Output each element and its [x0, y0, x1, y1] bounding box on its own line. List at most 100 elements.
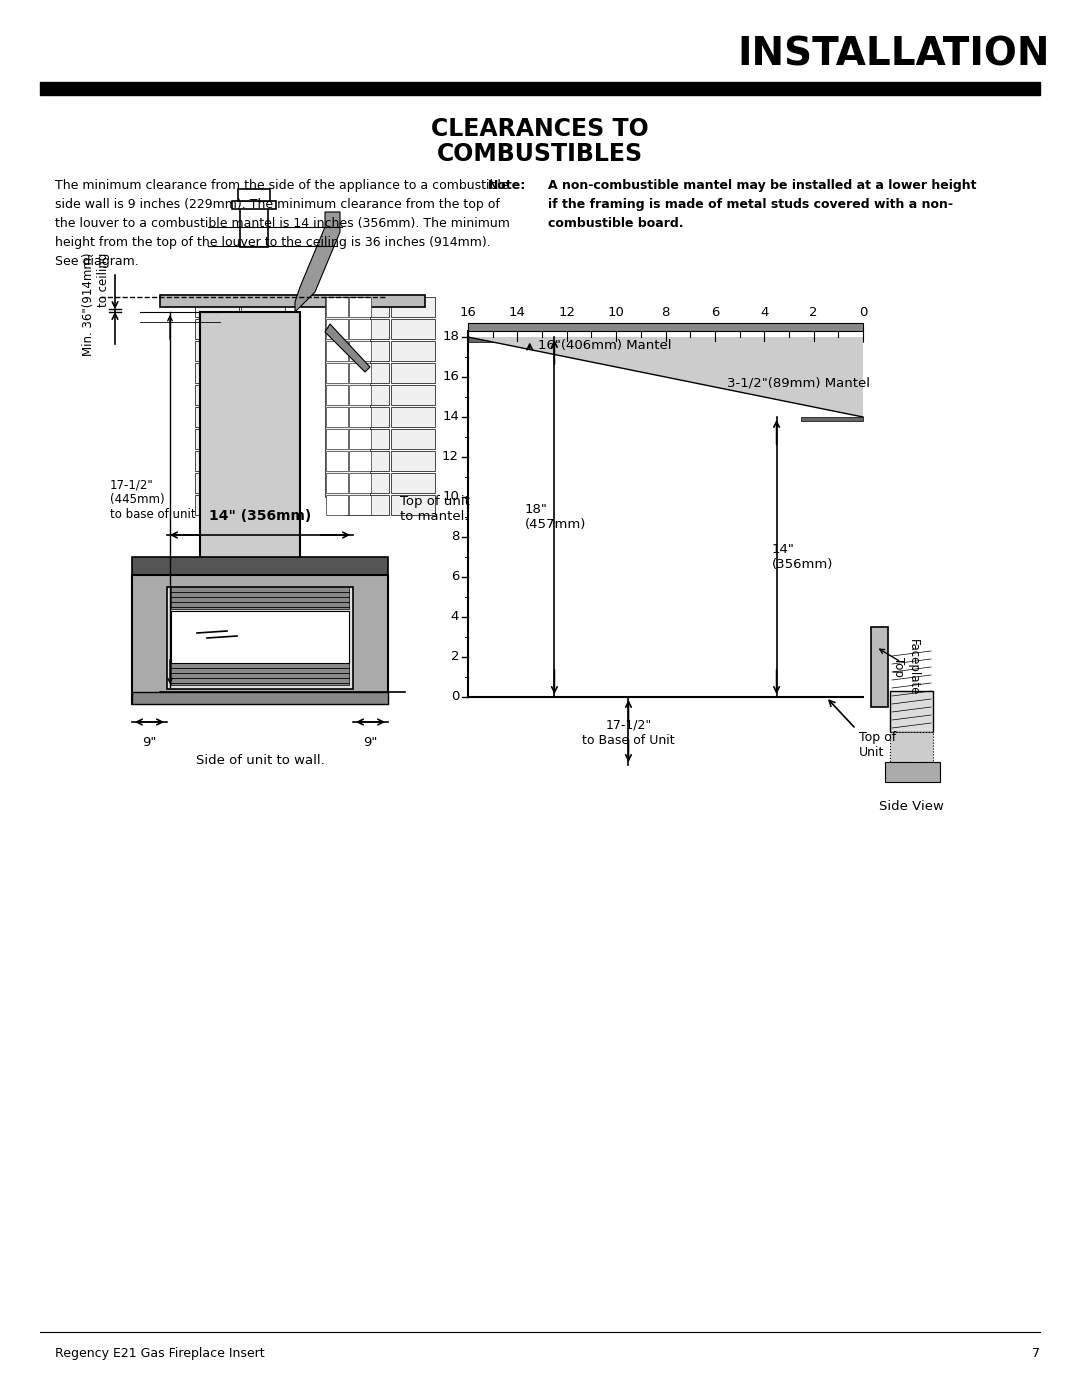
Text: 8: 8	[450, 531, 459, 543]
Bar	[890, 732, 933, 761]
Text: 10: 10	[608, 306, 624, 319]
Text: 3-1/2"(89mm) Mantel: 3-1/2"(89mm) Mantel	[727, 377, 870, 390]
Bar	[326, 363, 348, 383]
Text: 17-1/2"
to Base of Unit: 17-1/2" to Base of Unit	[582, 719, 675, 747]
Bar	[195, 495, 239, 515]
Bar	[171, 664, 349, 685]
Bar	[885, 761, 940, 782]
Text: 14" (356mm): 14" (356mm)	[208, 509, 311, 522]
Bar	[326, 495, 348, 515]
Bar	[238, 189, 270, 201]
Bar	[391, 363, 435, 383]
Bar	[349, 495, 372, 515]
Bar	[132, 692, 388, 704]
Text: The minimum clearance from the side of the appliance to a combustible: The minimum clearance from the side of t…	[55, 179, 509, 191]
Text: Top of
Unit: Top of Unit	[859, 731, 896, 759]
Bar	[326, 451, 348, 471]
Bar	[349, 407, 372, 427]
Bar	[241, 386, 285, 405]
Bar	[185, 685, 330, 697]
Bar	[241, 319, 285, 339]
Text: Faceplate
Top: Faceplate Top	[892, 638, 920, 696]
Text: 4: 4	[450, 610, 459, 623]
Bar	[195, 298, 239, 317]
Text: Top of unit
to mantel.: Top of unit to mantel.	[400, 495, 470, 522]
Text: 16: 16	[442, 370, 459, 384]
Text: combustible board.: combustible board.	[548, 217, 684, 231]
Bar	[171, 610, 349, 664]
Bar	[195, 429, 239, 448]
Bar	[241, 341, 285, 360]
Text: A non-combustible mantel may be installed at a lower height: A non-combustible mantel may be installe…	[548, 179, 976, 191]
Bar	[870, 627, 888, 707]
Bar	[326, 341, 348, 360]
Bar	[345, 363, 389, 383]
Bar	[326, 298, 348, 317]
Bar	[241, 474, 285, 493]
Bar	[171, 587, 349, 609]
Bar	[325, 298, 370, 497]
Text: CLEARANCES TO: CLEARANCES TO	[431, 117, 649, 141]
Bar	[391, 341, 435, 360]
Bar	[240, 207, 268, 247]
Bar	[200, 312, 300, 687]
Bar	[195, 474, 239, 493]
Bar	[345, 341, 389, 360]
Polygon shape	[468, 337, 863, 416]
Text: 14: 14	[442, 411, 459, 423]
Text: 0: 0	[859, 306, 867, 319]
Bar	[349, 386, 372, 405]
Bar	[349, 474, 372, 493]
Text: the louver to a combustible mantel is 14 inches (356mm). The minimum: the louver to a combustible mantel is 14…	[55, 217, 510, 231]
Text: side wall is 9 inches (229mm). The minimum clearance from the top of: side wall is 9 inches (229mm). The minim…	[55, 198, 500, 211]
Text: 14: 14	[509, 306, 526, 319]
Bar	[391, 495, 435, 515]
Bar	[801, 416, 863, 422]
Bar	[326, 429, 348, 448]
Text: 12: 12	[558, 306, 576, 319]
Bar	[195, 341, 239, 360]
Text: 14"
(356mm): 14" (356mm)	[771, 543, 833, 571]
Bar	[160, 295, 426, 307]
Text: See diagram.: See diagram.	[55, 256, 138, 268]
Bar	[132, 557, 388, 576]
Bar	[241, 407, 285, 427]
Text: 9": 9"	[363, 736, 378, 749]
Bar	[391, 298, 435, 317]
Bar	[195, 451, 239, 471]
Text: 2: 2	[809, 306, 818, 319]
Text: 16: 16	[460, 306, 476, 319]
Bar	[345, 386, 389, 405]
Bar	[349, 319, 372, 339]
Bar	[195, 363, 239, 383]
Bar	[391, 429, 435, 448]
Bar	[326, 319, 348, 339]
Bar	[349, 298, 372, 317]
Text: height from the top of the louver to the ceiling is 36 inches (914mm).: height from the top of the louver to the…	[55, 236, 490, 249]
Text: 9": 9"	[143, 736, 157, 749]
Bar	[391, 319, 435, 339]
Bar	[232, 201, 276, 210]
Bar	[195, 319, 239, 339]
Bar	[349, 429, 372, 448]
Bar	[468, 323, 863, 331]
Polygon shape	[325, 324, 370, 372]
Bar	[349, 451, 372, 471]
Bar	[241, 429, 285, 448]
Text: 12: 12	[442, 450, 459, 464]
Bar	[345, 319, 389, 339]
Bar	[345, 495, 389, 515]
Text: 18"
(457mm): 18" (457mm)	[525, 503, 585, 531]
Bar	[326, 474, 348, 493]
Bar	[132, 576, 388, 704]
Bar	[391, 386, 435, 405]
Text: 4: 4	[760, 306, 769, 319]
Text: 2: 2	[450, 651, 459, 664]
Text: Min. 36"(914mm)
to ceiling: Min. 36"(914mm) to ceiling	[82, 253, 110, 356]
Text: Regency E21 Gas Fireplace Insert: Regency E21 Gas Fireplace Insert	[55, 1347, 265, 1361]
Bar	[241, 495, 285, 515]
Bar	[241, 451, 285, 471]
Text: Side View: Side View	[879, 800, 944, 813]
Polygon shape	[295, 212, 340, 312]
Bar	[241, 363, 285, 383]
